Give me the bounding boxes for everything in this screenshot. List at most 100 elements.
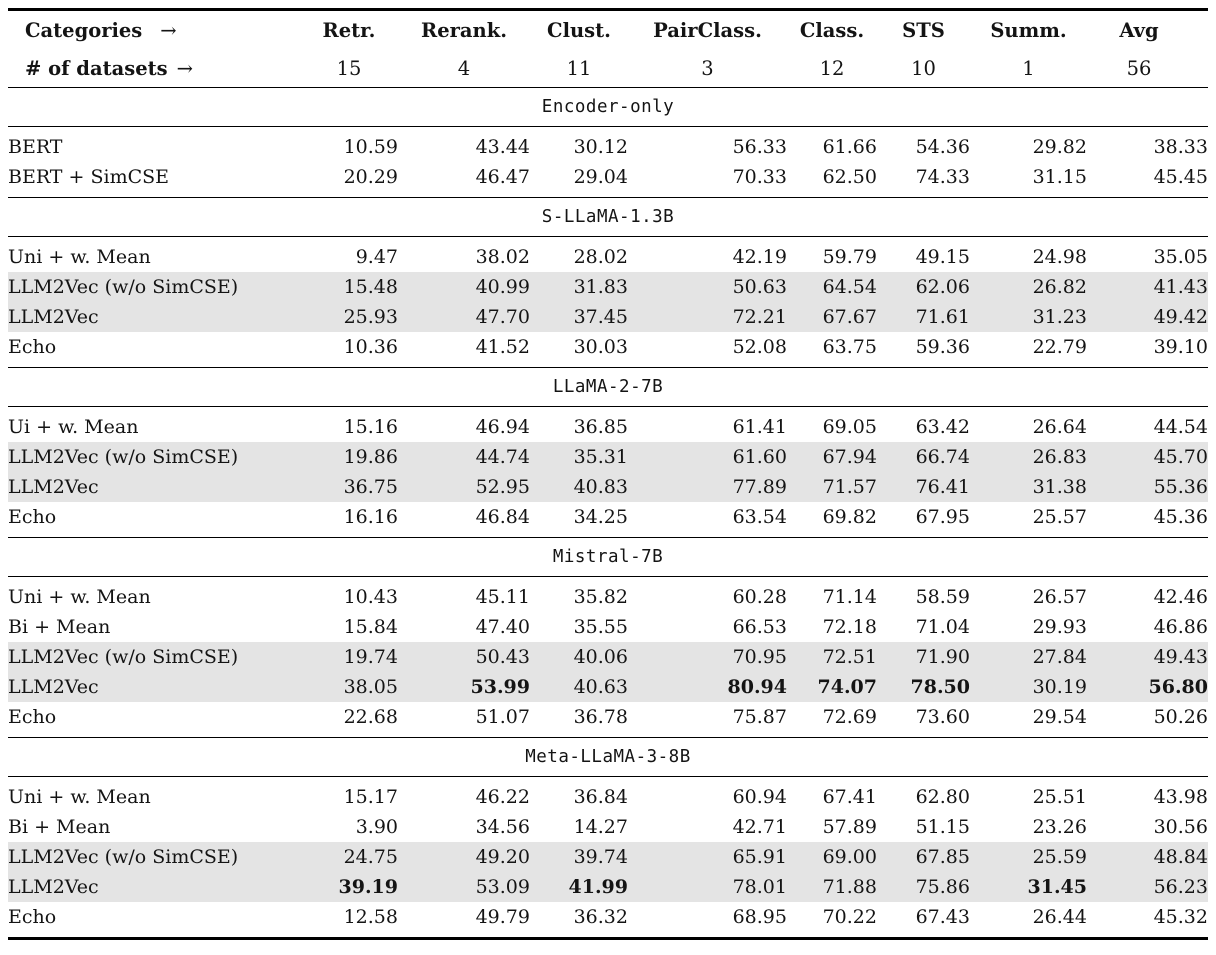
metric-value-cell: 50.43	[398, 642, 530, 672]
metric-value-cell: 76.41	[877, 472, 970, 502]
section-header: Encoder-only	[541, 97, 675, 117]
table-row: LLM2Vec 36.75 52.95 40.83 77.89 71.57 76.41 31.…	[8, 472, 1208, 502]
metric-value-cell: 70.22	[822, 906, 877, 928]
section-title-block: LLaMA-2-7B	[8, 367, 1208, 407]
metric-value-cell: 10.36	[343, 336, 398, 358]
metric-value-cell: 41.99	[530, 872, 628, 902]
metric-value-cell: 57.89	[822, 816, 877, 838]
column-dataset-count: 10	[911, 56, 936, 80]
metric-value-cell: 71.04	[915, 616, 970, 638]
metric-value-cell: 35.55	[573, 616, 628, 638]
metric-value-cell: 55.36	[1087, 472, 1208, 502]
metric-value-cell: 74.33	[915, 166, 970, 188]
metric-value-cell: 48.84	[1087, 842, 1208, 872]
metric-value-cell: 49.42	[1087, 302, 1208, 332]
section-data-block: Uni + w. Mean 9.47 38.02 28.02 42.19 59.79 49.…	[8, 237, 1208, 368]
metric-value-cell: 46.22	[475, 786, 530, 808]
right-arrow-icon: →	[160, 18, 177, 42]
metric-value-cell: 25.59	[970, 842, 1087, 872]
table-row: Bi + Mean 15.84 47.40 35.55 66.53 72.18 71.04 2…	[8, 612, 1208, 642]
metric-value-cell: 66.53	[732, 616, 787, 638]
header-row-categories: Categories → Retr. Rerank. Clust. PairClass. C…	[8, 10, 1208, 50]
table-row: BERT 10.59 43.44 30.12 56.33 61.66 54.36 29.82 3…	[8, 127, 1208, 163]
metric-value-cell: 77.89	[628, 472, 787, 502]
metric-value-cell: 22.79	[1032, 336, 1087, 358]
metric-value-cell: 68.95	[732, 906, 787, 928]
method-name-cell: LLM2Vec (w/o SimCSE)	[8, 842, 300, 872]
table-row: Echo 12.58 49.79 36.32 68.95 70.22 67.43 26.44 4…	[8, 902, 1208, 939]
table-row: Ui + w. Mean 15.16 46.94 36.85 61.41 69.05 63.…	[8, 407, 1208, 443]
metric-value-cell: 44.74	[398, 442, 530, 472]
metric-value-cell: 37.45	[530, 302, 628, 332]
metric-value-cell: 27.84	[970, 642, 1087, 672]
metric-value-cell: 36.78	[573, 706, 628, 728]
column-dataset-count: 12	[819, 56, 845, 80]
metric-value-cell: 56.80	[1087, 672, 1208, 702]
metric-value-cell: 45.11	[475, 586, 530, 608]
method-name-cell: BERT + SimCSE	[8, 166, 170, 188]
metric-value-cell: 31.38	[970, 472, 1087, 502]
metric-value-cell: 40.06	[530, 642, 628, 672]
metric-value-cell: 26.83	[970, 442, 1087, 472]
section-header: LLaMA-2-7B	[552, 377, 664, 397]
metric-value-cell: 28.02	[573, 246, 628, 268]
metric-value-cell: 78.50	[877, 672, 970, 702]
metric-value-cell: 74.07	[787, 672, 877, 702]
table-row: LLM2Vec (w/o SimCSE) 15.48 40.99 31.83 50.63…	[8, 272, 1208, 302]
section-header: S-LLaMA-1.3B	[541, 207, 675, 227]
method-name-cell: Uni + w. Mean	[8, 586, 151, 608]
metric-value-cell: 72.21	[628, 302, 787, 332]
table-row: Uni + w. Mean 10.43 45.11 35.82 60.28 71.14 58…	[8, 577, 1208, 613]
section-header: Mistral-7B	[552, 547, 664, 567]
metric-value-cell: 36.75	[300, 472, 398, 502]
section-title-row: S-LLaMA-1.3B	[8, 198, 1208, 237]
section-title-row: LLaMA-2-7B	[8, 368, 1208, 407]
metric-value-cell: 75.86	[877, 872, 970, 902]
metric-value-cell: 40.63	[530, 672, 628, 702]
metric-value-cell: 19.86	[300, 442, 398, 472]
metric-value-cell: 40.83	[530, 472, 628, 502]
column-header: Clust.	[547, 18, 611, 42]
metric-value-cell: 30.12	[573, 136, 628, 158]
metric-value-cell: 61.60	[628, 442, 787, 472]
metric-value-cell: 15.84	[343, 616, 398, 638]
method-name-cell: Uni + w. Mean	[8, 786, 151, 808]
method-name-cell: LLM2Vec	[8, 872, 300, 902]
metric-value-cell: 52.95	[398, 472, 530, 502]
method-name-cell: LLM2Vec	[8, 302, 300, 332]
table-row: Uni + w. Mean 9.47 38.02 28.02 42.19 59.79 49.…	[8, 237, 1208, 273]
metric-value-cell: 67.41	[822, 786, 877, 808]
metric-value-cell: 35.82	[573, 586, 628, 608]
metric-value-cell: 41.43	[1087, 272, 1208, 302]
metric-value-cell: 50.26	[1153, 706, 1208, 728]
metric-value-cell: 72.51	[787, 642, 877, 672]
metric-value-cell: 72.18	[822, 616, 877, 638]
metric-value-cell: 45.36	[1153, 506, 1208, 528]
metric-value-cell: 34.56	[475, 816, 530, 838]
metric-value-cell: 19.74	[300, 642, 398, 672]
metric-value-cell: 26.82	[970, 272, 1087, 302]
metric-value-cell: 43.44	[475, 136, 530, 158]
table-row: LLM2Vec (w/o SimCSE) 19.74 50.43 40.06 70.95…	[8, 642, 1208, 672]
table-row: LLM2Vec (w/o SimCSE) 19.86 44.74 35.31 61.60…	[8, 442, 1208, 472]
method-name-cell: Echo	[8, 906, 57, 928]
column-dataset-count: 4	[457, 56, 471, 80]
right-arrow-icon: →	[176, 56, 193, 80]
metric-value-cell: 44.54	[1153, 416, 1208, 438]
metric-value-cell: 62.80	[915, 786, 970, 808]
metric-value-cell: 30.56	[1153, 816, 1208, 838]
metric-value-cell: 60.28	[732, 586, 787, 608]
metric-value-cell: 36.85	[573, 416, 628, 438]
metric-value-cell: 52.08	[732, 336, 787, 358]
metric-value-cell: 29.93	[1032, 616, 1087, 638]
metric-value-cell: 35.31	[530, 442, 628, 472]
metric-value-cell: 80.94	[628, 672, 787, 702]
table-row: Echo 10.36 41.52 30.03 52.08 63.75 59.36 22.79 3…	[8, 332, 1208, 368]
metric-value-cell: 47.40	[475, 616, 530, 638]
metric-value-cell: 31.83	[530, 272, 628, 302]
column-header: Avg	[1119, 18, 1159, 42]
section-data-block: Ui + w. Mean 15.16 46.94 36.85 61.41 69.05 63.…	[8, 407, 1208, 538]
metric-value-cell: 71.88	[787, 872, 877, 902]
metric-value-cell: 72.69	[822, 706, 877, 728]
